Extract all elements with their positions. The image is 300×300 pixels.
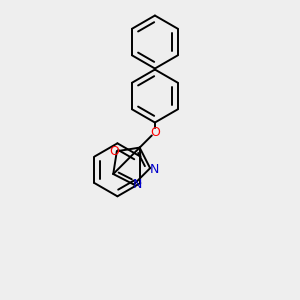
Text: N: N (133, 178, 142, 191)
Text: O: O (109, 145, 119, 158)
Text: N: N (149, 163, 159, 176)
Text: O: O (150, 126, 160, 139)
